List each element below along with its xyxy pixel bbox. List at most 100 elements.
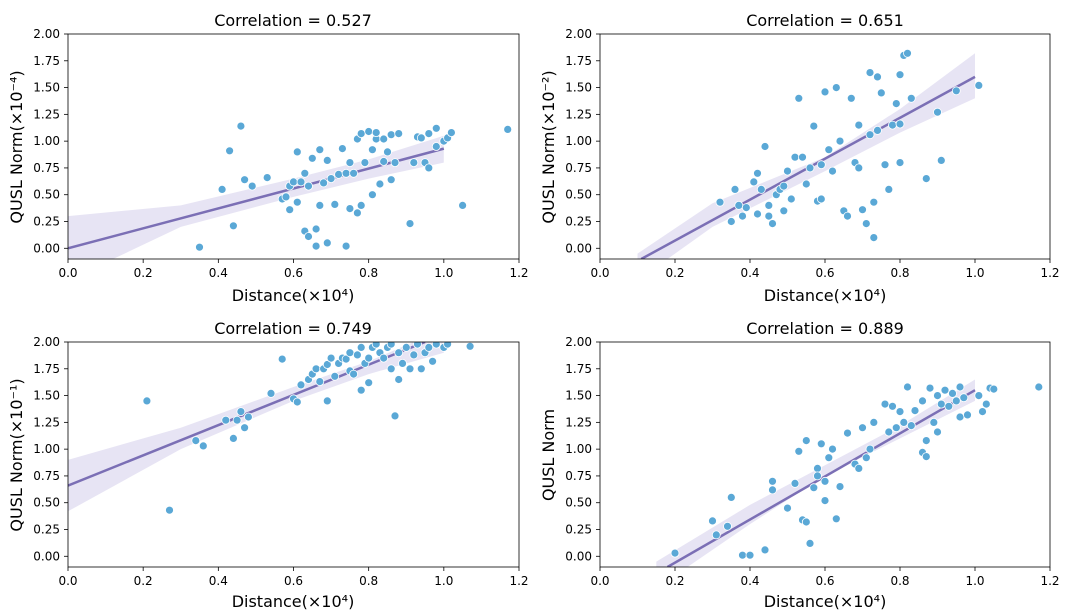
y-tick-label: 0.25 — [565, 215, 592, 229]
data-point — [228, 221, 238, 231]
data-point — [319, 178, 329, 188]
data-point — [330, 371, 340, 381]
y-tick-label: 2.00 — [565, 27, 592, 41]
y-tick-label: 2.00 — [565, 335, 592, 349]
data-point — [891, 99, 901, 108]
data-point — [708, 516, 717, 526]
data-point — [409, 350, 419, 360]
y-tick-label: 0.50 — [33, 188, 60, 202]
data-point — [311, 364, 321, 374]
data-point — [349, 168, 359, 178]
data-point — [345, 158, 355, 168]
data-point — [356, 129, 366, 139]
y-tick-label: 1.00 — [565, 134, 592, 148]
data-point — [236, 121, 246, 131]
data-point — [831, 83, 841, 92]
data-point — [738, 211, 747, 221]
data-point — [843, 211, 852, 221]
data-point — [899, 417, 909, 427]
y-tick-label: 1.50 — [33, 389, 60, 403]
panel-title: Correlation = 0.527 — [214, 11, 372, 30]
data-point — [315, 377, 325, 387]
data-point — [884, 427, 894, 437]
y-tick-label: 0.25 — [33, 523, 60, 537]
y-tick-label: 1.25 — [565, 415, 592, 429]
data-point — [921, 452, 931, 462]
data-point — [281, 192, 291, 202]
data-point — [734, 200, 744, 210]
panel-title: Correlation = 0.889 — [746, 319, 904, 338]
data-point — [424, 163, 434, 173]
data-point — [375, 179, 385, 189]
data-point — [356, 385, 366, 395]
data-point — [266, 388, 276, 398]
data-point — [809, 483, 819, 493]
plot-area — [68, 121, 513, 259]
data-point — [726, 492, 736, 502]
data-point — [386, 175, 396, 185]
data-point — [236, 407, 246, 417]
plot-area — [68, 342, 475, 515]
data-point — [330, 199, 340, 209]
data-point — [322, 238, 332, 248]
data-point — [446, 128, 456, 138]
data-point — [360, 158, 370, 168]
y-tick-label: 1.00 — [565, 442, 592, 456]
data-point — [783, 503, 792, 513]
data-point — [903, 48, 912, 58]
data-point — [711, 530, 721, 540]
data-point — [888, 401, 897, 411]
data-point — [296, 177, 306, 187]
data-point — [768, 219, 777, 229]
data-point — [948, 388, 957, 398]
data-point — [888, 120, 897, 130]
y-tick-label: 1.75 — [565, 54, 592, 68]
data-point — [413, 342, 422, 349]
data-point — [824, 145, 834, 155]
data-point — [816, 194, 826, 204]
data-point — [285, 205, 295, 215]
data-point — [794, 93, 804, 103]
data-point — [865, 130, 875, 140]
data-point — [379, 134, 389, 144]
data-point — [240, 423, 250, 433]
y-tick-label: 0.00 — [565, 549, 592, 563]
regression-line — [666, 389, 976, 567]
data-point — [341, 354, 351, 364]
confidence-band — [637, 53, 975, 259]
y-tick-label: 1.75 — [33, 362, 60, 376]
x-tick-label: 1.0 — [965, 574, 984, 588]
x-tick-label: 0.8 — [890, 266, 909, 280]
data-point — [349, 369, 359, 379]
x-tick-label: 0.2 — [665, 266, 684, 280]
data-point — [337, 144, 347, 154]
data-point — [409, 158, 419, 168]
data-point — [816, 439, 826, 449]
data-point — [670, 548, 680, 558]
data-point — [405, 219, 415, 229]
data-point — [225, 146, 235, 156]
x-tick-label: 1.2 — [1040, 574, 1059, 588]
x-tick-label: 0.0 — [58, 574, 77, 588]
y-tick-label: 0.25 — [565, 523, 592, 537]
y-tick-label: 1.50 — [565, 389, 592, 403]
data-point — [805, 539, 815, 548]
data-point — [891, 423, 901, 433]
data-point — [726, 217, 736, 226]
data-point — [805, 163, 815, 173]
data-point — [895, 119, 905, 129]
axes-frame — [599, 341, 1051, 568]
data-point — [895, 407, 905, 417]
y-tick-label: 0.50 — [565, 188, 592, 202]
data-point — [861, 219, 871, 229]
panel-4: Correlation = 0.889 Distance(×10⁴) QUSL … — [539, 319, 1060, 611]
data-point — [364, 353, 374, 363]
data-point — [311, 224, 321, 234]
data-point — [292, 397, 302, 407]
data-point — [371, 342, 381, 349]
x-tick-label: 1.0 — [434, 574, 453, 588]
data-point — [322, 396, 332, 406]
panel-2: Correlation = 0.651 Distance(×10⁴) QUSL … — [539, 11, 1060, 305]
data-point — [929, 417, 939, 427]
data-point — [861, 453, 871, 463]
